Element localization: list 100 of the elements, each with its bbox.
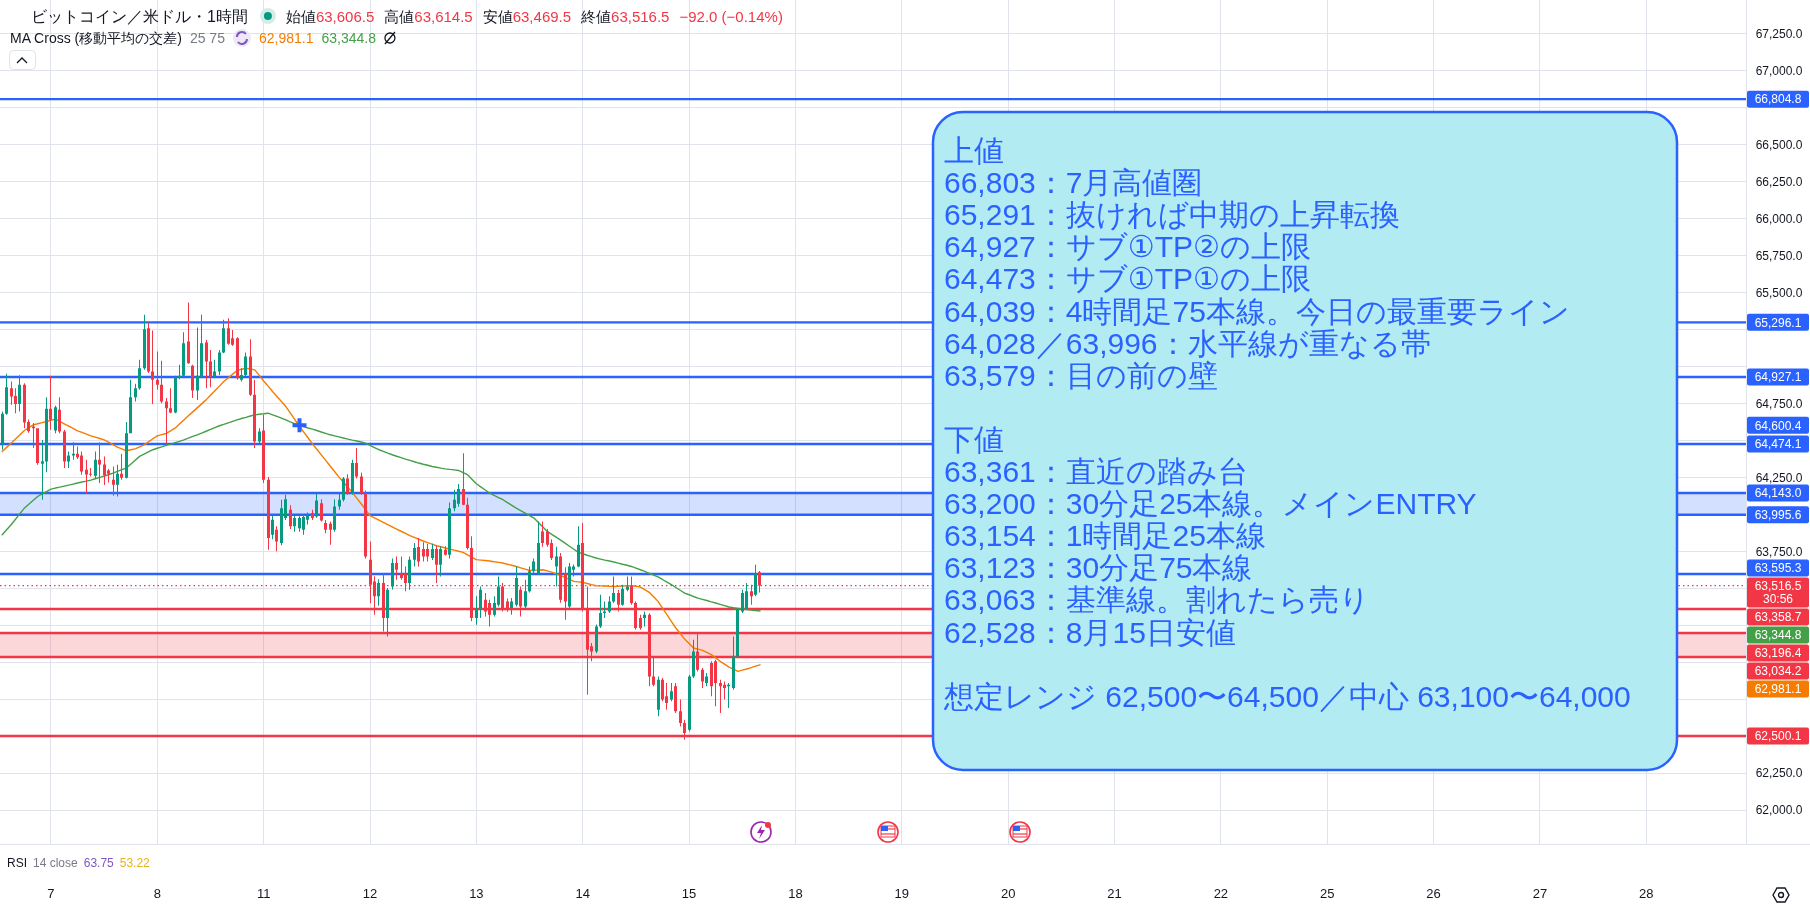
candlestick [555,546,558,587]
candlestick [417,538,420,567]
line-series [1,367,761,673]
candlestick [670,683,673,702]
text: 63,344.8 [1754,628,1802,643]
candlestick [32,423,35,449]
candlestick [338,493,341,510]
candlestick [408,556,411,590]
candlestick [94,451,97,479]
text: 62,981.1 [1754,682,1802,697]
x-tick-label: 13 [469,886,484,901]
candlestick [89,468,92,477]
candlestick [120,453,123,480]
annotation: 終値63,516.5 [580,8,670,25]
candlestick [688,674,691,732]
ref-line-label: 66,804.8 [1754,92,1802,107]
text: 64,600.4 [1754,418,1802,433]
candlestick [754,564,757,597]
candlestick [191,364,194,399]
candlestick [5,373,8,415]
annotation: 64,028／63,996：水平線が重なる帯 [944,326,1431,360]
candlestick [342,477,345,502]
annotation: MA Cross (移動平均の交差) [10,30,182,46]
candlestick [320,499,323,522]
text: 53.22 [119,856,151,870]
candlestick [732,636,735,690]
y-tick-label: 62,250.0 [1755,766,1803,781]
candlestick [98,442,101,484]
candlestick [10,381,13,405]
candlestick [293,515,296,532]
candlestick [315,494,318,518]
candlestick [360,472,363,495]
candlestick [205,339,208,389]
candlestick [249,339,252,396]
candlestick [745,583,748,610]
candlestick [275,526,278,552]
x-tick-label: 20 [1000,886,1016,901]
candlestick [608,596,611,614]
candlestick [510,598,513,615]
candlestick [692,639,695,679]
candlestick [45,397,48,473]
candlestick [125,422,128,479]
annotation: 66,803：7月高値圏 [944,166,1203,200]
annotation: 25 75 [189,30,226,46]
candlestick [262,414,265,484]
y-tick-label: 66,000.0 [1755,211,1803,226]
x-tick-label: 28 [1639,886,1654,901]
candlestick [595,624,598,654]
candlestick [612,576,615,604]
candlestick [705,672,708,687]
annotation: 想定レンジ 62,500〜64,500／中心 63,100〜64,000 [943,679,1631,713]
candlestick [147,322,150,374]
candlestick [599,594,602,629]
candlestick [209,349,212,388]
ref-line-label: 63,516.5 30:56 [1754,579,1802,607]
candlestick [187,302,190,364]
candlestick [462,453,465,506]
annotation: 63,361：直近の踏み台 [944,455,1248,488]
ref-line-label: 62,500.1 [1754,729,1802,744]
y-tick-label: 65,750.0 [1755,248,1803,263]
candlestick [41,440,44,500]
y-tick-label: 67,250.0 [1755,26,1803,41]
annotation: 高値63,614.5 [384,8,473,25]
x-tick-label: 14 [575,886,590,901]
annotation: 63,200：30分足25本線。メインENTRY [944,487,1477,521]
candlestick [346,474,349,495]
candlestick [112,466,115,496]
candlestick [727,683,730,709]
x-tick-label: 26 [1426,886,1441,901]
candlestick [515,566,518,607]
candlestick [151,330,154,404]
ref-line-label: 64,927.1 [1754,370,1802,385]
candlestick [143,314,146,370]
candlestick [271,515,274,540]
candlestick [643,611,646,627]
candlestick [532,558,535,574]
candlestick [23,383,26,429]
candlestick [577,526,580,568]
line-series [1,412,761,612]
y-tick-label: 63,750.0 [1755,544,1803,559]
annotation: 63,063：基準線。割れたら売り [944,583,1370,617]
annotation: 63,344.8 [321,30,377,46]
y-tick-label: 65,500.0 [1755,285,1803,300]
ref-line-label: 65,296.1 [1754,315,1802,330]
candlestick [479,586,482,619]
candlestick [14,388,17,414]
candlestick [701,668,704,689]
y-tick-label: 67,000.0 [1755,63,1803,78]
candlestick [435,545,438,584]
x-tick-label: 15 [681,886,697,901]
candlestick [324,520,327,534]
x-tick-label: 19 [894,886,910,901]
candlestick [714,659,717,707]
annotation: 上値 [944,134,1004,167]
candlestick [160,360,163,404]
ref-line-label: 64,474.1 [1754,437,1802,452]
candlestick [138,359,141,390]
candlestick [528,566,531,593]
annotation: −92.0 (−0.14%) [679,8,783,25]
candlestick [258,428,261,444]
